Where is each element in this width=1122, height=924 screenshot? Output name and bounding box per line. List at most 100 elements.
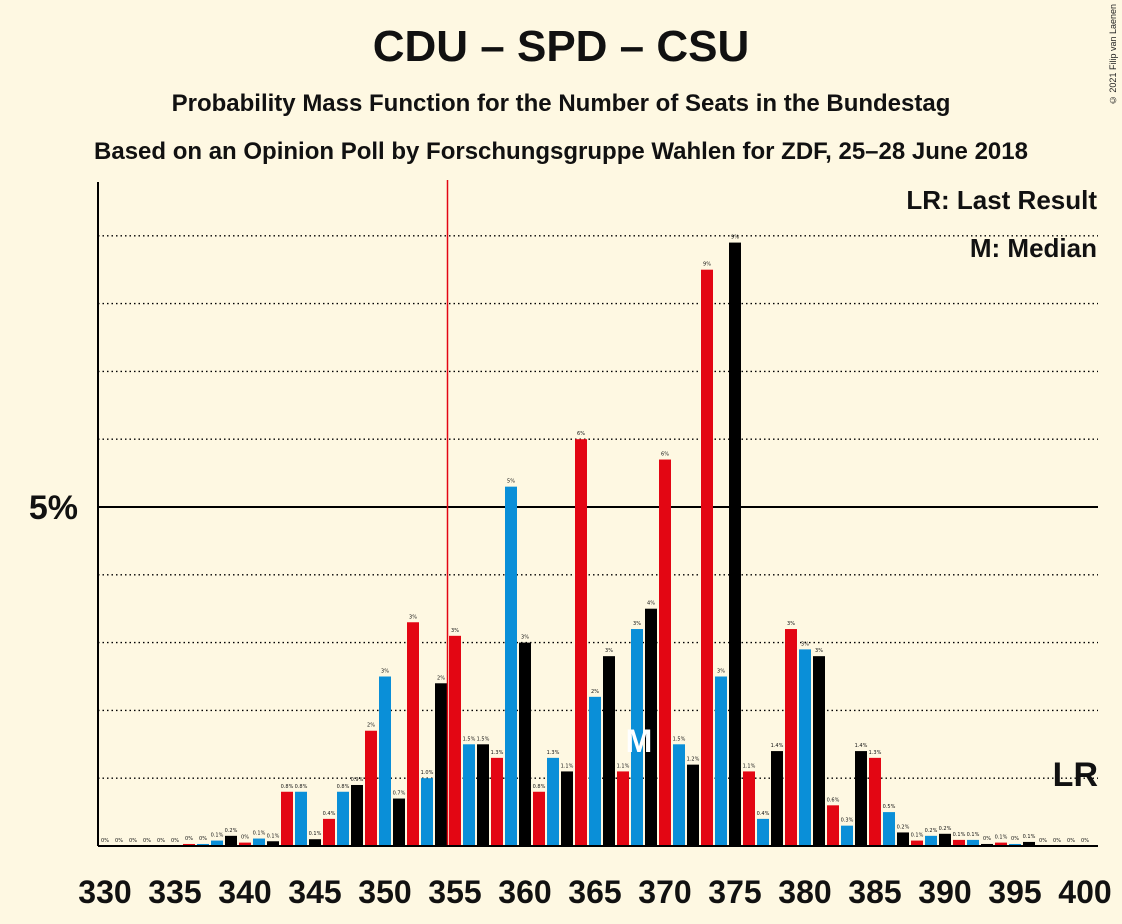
bar-label-332: 0% [129,838,137,844]
bar-label-338: 0.1% [211,833,224,839]
bar-label-394: 0.1% [995,835,1008,841]
bar-347 [337,791,349,846]
bar-372 [687,764,699,846]
bar-label-356: 1.5% [463,736,476,742]
gridlines [98,235,1098,779]
bar-373 [701,269,713,846]
chart-subtitle: Probability Mass Function for the Number… [171,90,951,117]
bar-369 [645,608,657,846]
bar-352 [407,622,419,846]
bar-380 [799,649,811,846]
x-tick-360: 360 [498,874,551,910]
bar-label-370: 6% [661,452,669,458]
bar-395 [1009,843,1021,846]
bar-358 [491,757,503,846]
bar-label-379: 3% [787,621,795,627]
bar-365 [589,696,601,846]
bars [183,242,1035,846]
bar-360 [519,642,531,846]
bar-label-378: 1.4% [771,743,784,749]
bar-label-349: 2% [367,723,375,729]
bar-label-341: 0.1% [253,831,266,837]
bar-359 [505,486,517,846]
bar-label-380: 3% [801,641,809,647]
bar-label-386: 0.5% [883,804,896,810]
bar-label-333: 0% [143,838,151,844]
bar-label-353: 1.0% [421,770,434,776]
bar-label-351: 0.7% [393,791,406,797]
bar-label-376: 1.1% [743,763,756,769]
bar-label-359: 5% [507,479,515,485]
chart-title: CDU – SPD – CSU [372,22,750,71]
bar-344 [295,791,307,846]
bar-345 [309,839,321,846]
bar-label-363: 1.1% [561,763,574,769]
bar-label-382: 0.6% [827,797,840,803]
bar-labels: 0% 0% 0% 0% 0% 0% 0% 0%0.1%0.2%0%0.1% 0.1%0.8% 0.… [101,235,1089,844]
bar-label-330: 0% [101,838,109,844]
bar-349 [365,730,377,846]
y-tick-5pct: 5% [29,489,78,527]
bar-388 [911,840,923,846]
bar-label-398: 0% [1053,838,1061,844]
bar-label-390: 0.2% [939,826,952,832]
bar-label-336: 0% [185,836,193,842]
bar-390 [939,833,951,846]
bar-348 [351,784,363,846]
x-tick-380: 380 [778,874,831,910]
bar-340 [239,842,251,846]
chart-subtitle-poll: Based on an Opinion Poll by Forschungsgr… [94,138,1028,165]
bar-label-343: 0.8% [281,784,294,790]
bar-370 [659,459,671,846]
bar-label-346: 0.4% [323,811,336,817]
bar-337 [197,843,209,846]
bar-label-372: 1.2% [687,757,700,763]
x-tick-340: 340 [218,874,271,910]
bar-label-360: 3% [521,635,529,641]
bar-374 [715,676,727,846]
bar-389 [925,835,937,846]
bar-label-366: 3% [605,648,613,654]
bar-label-367: 1.1% [617,763,630,769]
x-tick-400: 400 [1058,874,1111,910]
markers: M LR [446,180,1098,846]
bar-label-392: 0.1% [967,832,980,838]
x-tick-390: 390 [918,874,971,910]
bar-label-396: 0.1% [1023,834,1036,840]
bar-396 [1023,841,1035,846]
bar-338 [211,840,223,846]
bar-391 [953,839,965,846]
bar-354 [435,683,447,846]
bar-341 [253,838,265,846]
x-tick-335: 335 [148,874,201,910]
bar-label-397: 0% [1039,838,1047,844]
bar-label-381: 3% [815,648,823,654]
bar-label-389: 0.2% [925,828,938,834]
bar-label-339: 0.2% [225,828,238,834]
bar-label-334: 0% [157,838,165,844]
bar-375 [729,242,741,846]
bar-label-399: 0% [1067,838,1075,844]
bar-label-347: 0.8% [337,784,350,790]
bar-label-400: 0% [1081,838,1089,844]
bar-label-374: 3% [717,669,725,675]
bar-label-385: 1.3% [869,750,882,756]
bar-392 [967,839,979,846]
bar-336 [183,843,195,846]
bar-label-365: 2% [591,689,599,695]
bar-394 [995,842,1007,846]
bar-357 [477,744,489,846]
bar-377 [757,818,769,846]
bar-381 [813,656,825,846]
x-tick-385: 385 [848,874,901,910]
bar-label-388: 0.1% [911,833,924,839]
bar-label-340: 0% [241,835,249,841]
x-tick-350: 350 [358,874,411,910]
bar-376 [743,771,755,846]
bar-label-348: 0.9% [351,777,364,783]
x-tick-375: 375 [708,874,761,910]
bar-366 [603,656,615,846]
bar-364 [575,439,587,846]
bar-label-335: 0% [171,838,179,844]
bar-label-375: 9% [731,235,739,241]
